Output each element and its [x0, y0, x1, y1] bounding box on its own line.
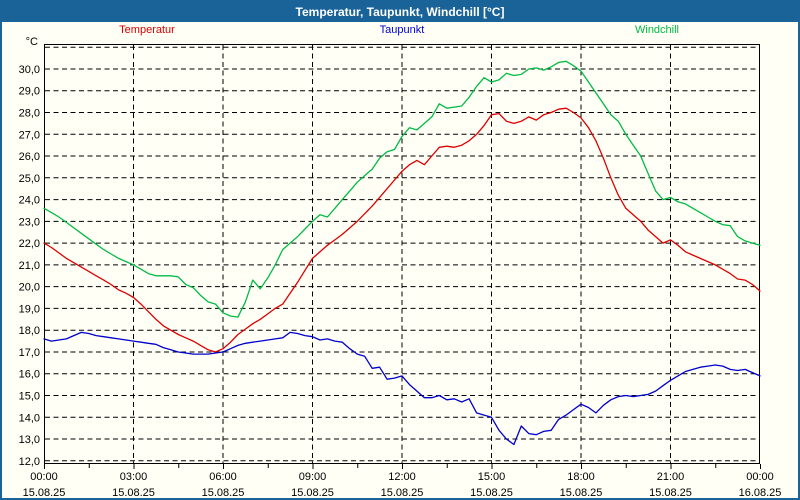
- legend-item-taupunkt: Taupunkt: [379, 24, 425, 36]
- series-line-taupunkt: [43, 331, 761, 446]
- x-tick-date-label: 15.08.25: [381, 487, 424, 499]
- series-line-temperatur: [43, 107, 761, 353]
- y-tick-label: 16,0: [19, 369, 40, 381]
- x-tick-date-label: 15.08.25: [560, 487, 603, 499]
- legend-item-windchill: Windchill: [634, 24, 680, 36]
- y-tick-label: 18,0: [19, 325, 40, 337]
- x-tick-time-label: 12:00: [388, 471, 416, 483]
- x-tick-time-label: 03:00: [120, 471, 148, 483]
- x-tick-date-label: 15.08.25: [202, 487, 245, 499]
- x-tick-time-label: 21:00: [657, 471, 685, 483]
- y-tick-label: 24,0: [19, 195, 40, 207]
- y-tick-label: 26,0: [19, 151, 40, 163]
- y-tick-label: 28,0: [19, 108, 40, 120]
- x-tick-time-label: 00:00: [30, 471, 58, 483]
- x-tick-time-label: 00:00: [746, 471, 774, 483]
- x-tick-time-label: 15:00: [478, 471, 506, 483]
- y-tick-label: 13,0: [19, 434, 40, 446]
- x-tick-date-label: 15.08.25: [470, 487, 513, 499]
- y-tick-label: 15,0: [19, 390, 40, 402]
- x-tick-time-label: 18:00: [567, 471, 595, 483]
- y-tick-label: 14,0: [19, 412, 40, 424]
- x-tick-time-label: 09:00: [299, 471, 327, 483]
- chart-legend: Temperatur Taupunkt Windchill: [2, 24, 798, 40]
- y-tick-label: 20,0: [19, 282, 40, 294]
- y-tick-label: 12,0: [19, 456, 40, 468]
- y-tick-label: 23,0: [19, 216, 40, 228]
- y-tick-label: 21,0: [19, 260, 40, 272]
- y-tick-label: 30,0: [19, 64, 40, 76]
- y-tick-label: 22,0: [19, 238, 40, 250]
- y-tick-label: 27,0: [19, 129, 40, 141]
- x-tick-date-label: 15.08.25: [291, 487, 334, 499]
- y-tick-label: 19,0: [19, 303, 40, 315]
- x-tick-time-label: 06:00: [209, 471, 237, 483]
- y-tick-label: 17,0: [19, 347, 40, 359]
- chart-title-bar: Temperatur, Taupunkt, Windchill [°C]: [2, 2, 798, 22]
- y-axis-unit-label: °C: [25, 36, 38, 48]
- y-tick-label: 25,0: [19, 173, 40, 185]
- x-tick-date-label: 15.08.25: [23, 487, 66, 499]
- series-line-windchill: [43, 60, 761, 318]
- x-tick-date-label: 15.08.25: [649, 487, 692, 499]
- x-tick-date-label: 15.08.25: [112, 487, 155, 499]
- y-tick-label: 29,0: [19, 86, 40, 98]
- x-tick-date-label: 16.08.25: [739, 487, 782, 499]
- legend-item-temperatur: Temperatur: [119, 24, 175, 36]
- plot-border: [44, 44, 760, 464]
- chart-title: Temperatur, Taupunkt, Windchill [°C]: [295, 5, 505, 19]
